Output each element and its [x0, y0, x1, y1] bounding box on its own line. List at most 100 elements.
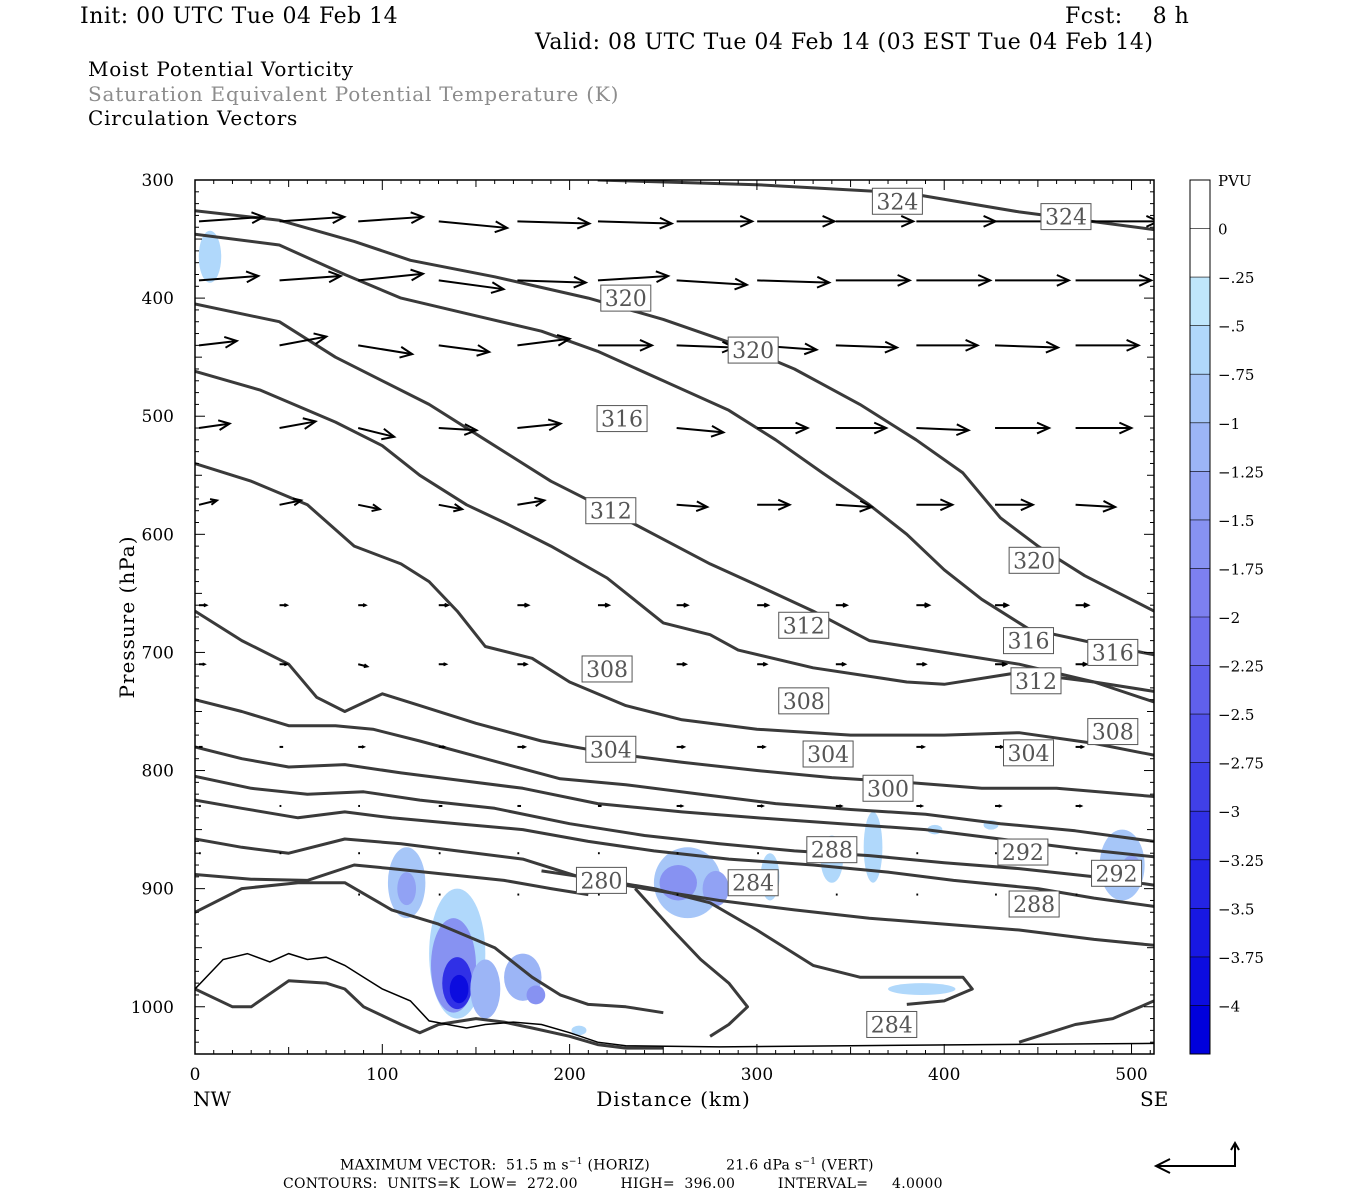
vector-arrow: [358, 344, 415, 359]
vector-arrow: [835, 602, 850, 608]
vector-arrow: [198, 211, 267, 225]
contour-label-box: [585, 735, 637, 763]
vector-shaft: [676, 503, 708, 508]
vector-arrow: [517, 418, 564, 432]
vector-head: [795, 421, 811, 435]
vector-head: [371, 503, 383, 513]
max-vector-note: MAXIMUM VECTOR: 51.5 m s−1 (HORIZ) 21.6 d…: [340, 1157, 874, 1174]
vector-arrow: [1075, 804, 1084, 808]
contour-label-text: 316: [1092, 641, 1134, 666]
vector-head: [292, 497, 304, 507]
contour-label-box: [1040, 203, 1092, 231]
pv-shade-2: [397, 872, 417, 906]
vector-shaft: [597, 274, 669, 282]
vector-head: [203, 603, 209, 608]
vector-arrow: [1075, 274, 1154, 287]
contour-label: 304: [1003, 739, 1055, 767]
contour-label-box: [871, 187, 923, 215]
vector-arrow: [757, 744, 767, 749]
vector-arrow: [199, 662, 207, 667]
vector-arrow: [676, 340, 737, 354]
max-vector-horiz-tag: (HORIZ): [582, 1157, 651, 1174]
vector-head: [604, 602, 612, 608]
x-tick-label: 500: [1115, 1065, 1147, 1085]
colorbar-label: −3: [1218, 803, 1240, 821]
contour-line-16: [195, 979, 664, 1050]
contour-label-text: 304: [807, 743, 849, 768]
contour-label-text: 288: [811, 839, 853, 864]
contour-label: 304: [585, 735, 637, 763]
contour-label-text: 300: [867, 777, 909, 802]
contour-label-box: [778, 687, 830, 715]
vector-arrow: [358, 211, 426, 225]
contour-label-box: [1087, 718, 1139, 746]
title-pv: Moist Potential Vorticity: [88, 57, 354, 81]
vector-head: [761, 744, 767, 749]
y-tick-label: 300: [142, 171, 174, 191]
vector-head: [245, 270, 261, 284]
vector-arrow: [279, 417, 318, 430]
vector-arrow: [835, 499, 875, 513]
vector-head: [313, 332, 329, 345]
vector-arrow: [597, 339, 655, 352]
y-tick-label: 700: [142, 643, 174, 663]
contour-label-box: [778, 611, 830, 639]
vector-shaft: [358, 215, 424, 223]
vector-head: [1102, 500, 1118, 513]
pv-shade-21: [571, 1025, 587, 1036]
vector-arrow: [597, 216, 675, 230]
vector-head: [1078, 804, 1084, 808]
colorbar-swatch: [1190, 568, 1210, 617]
contour-label: 320: [600, 284, 652, 312]
colorbar-label: −4: [1218, 997, 1240, 1015]
vector-head: [443, 662, 449, 667]
vector-arrow: [757, 804, 766, 808]
vector-arrow: [995, 421, 1052, 435]
vector-shaft: [916, 427, 969, 432]
colorbar-label: −3.5: [1218, 900, 1254, 918]
vector-head: [522, 661, 529, 667]
colorbar-swatch: [1190, 180, 1210, 229]
vector-shaft: [438, 503, 463, 511]
vector-arrow: [916, 274, 993, 287]
vector-head: [682, 661, 689, 667]
contour-label: 308: [1087, 718, 1139, 746]
contour-line-2: [195, 232, 1154, 657]
contour-line-13: [541, 869, 974, 1006]
vector-shaft: [279, 274, 341, 282]
vector-arrow: [438, 279, 506, 294]
title-vectors: Circulation Vectors: [88, 106, 299, 130]
x-tick-label: 0: [190, 1065, 201, 1085]
pv-shade-15: [863, 811, 883, 883]
vector-head: [209, 498, 220, 506]
vector-arrow: [757, 215, 838, 228]
contour-label: 312: [585, 497, 637, 525]
contour-label-text: 280: [580, 869, 622, 894]
contour-label-box: [1003, 739, 1055, 767]
colorbar-label: 0: [1218, 221, 1228, 239]
vector-shaft: [198, 274, 259, 282]
vector-head: [399, 346, 415, 359]
vector-head: [534, 496, 547, 508]
vector-head: [521, 744, 528, 749]
colorbar-label: −3.25: [1218, 852, 1264, 870]
vector-head: [822, 215, 838, 228]
vector-arrow: [676, 744, 687, 749]
reference-vector: [1158, 1145, 1236, 1167]
vector-head: [841, 661, 848, 667]
vector-arrow: [757, 275, 832, 289]
vector-head: [1126, 339, 1142, 352]
vector-arrow: [995, 340, 1061, 354]
vector-arrow: [835, 215, 916, 228]
vector-arrow: [597, 270, 671, 284]
vector-head: [556, 333, 573, 347]
contour-line-14: [195, 881, 664, 1015]
vector-head: [1079, 744, 1086, 749]
unit-exponent-2: −1: [802, 1157, 817, 1167]
vector-head: [919, 804, 925, 808]
colorbar-swatch: [1190, 422, 1210, 472]
contour-label-box: [997, 838, 1049, 866]
vector-head: [331, 211, 347, 225]
vector-head: [777, 498, 793, 511]
contour-label: 292: [1091, 859, 1143, 887]
